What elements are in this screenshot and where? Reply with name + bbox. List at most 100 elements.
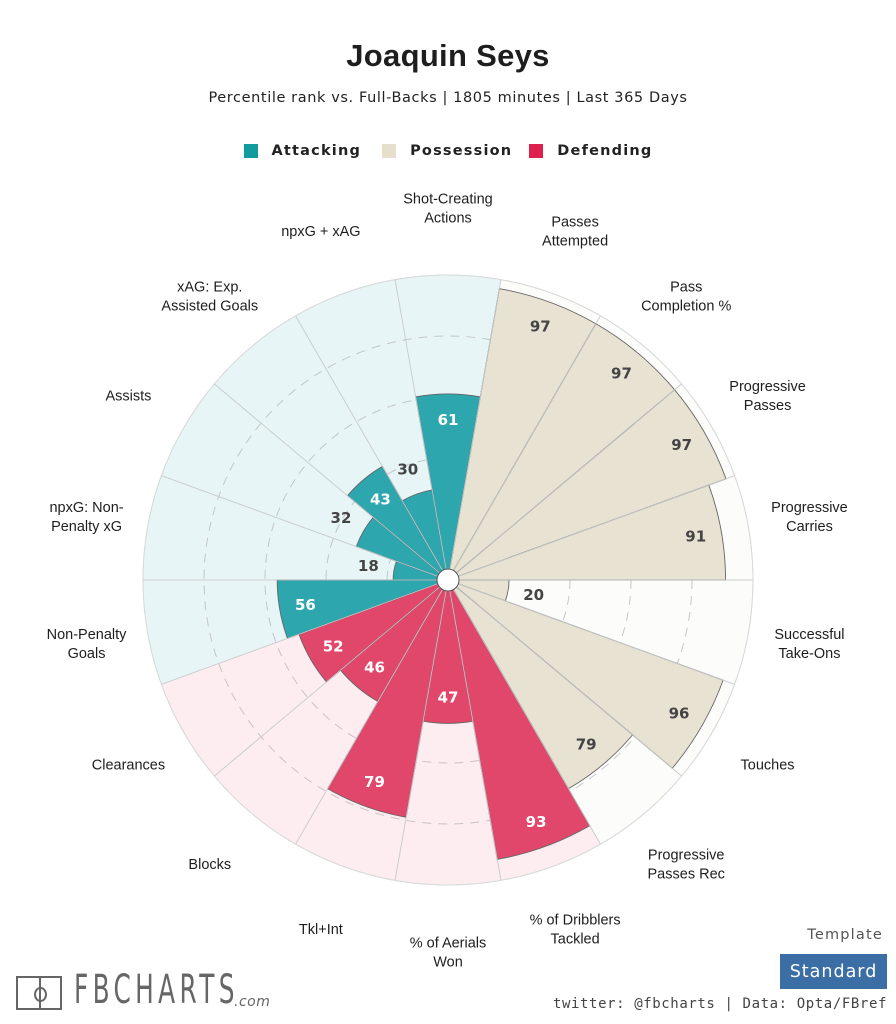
wedge-separator bbox=[447, 383, 682, 581]
stat-label-line: Completion % bbox=[641, 299, 731, 315]
value-label: 46 bbox=[364, 659, 385, 677]
value-label: 97 bbox=[611, 364, 632, 382]
wedge-separators bbox=[142, 274, 754, 886]
wedge-separator bbox=[447, 315, 601, 581]
stat-label: Progressive Passes bbox=[729, 379, 806, 414]
stat-label-line: Non-Penalty bbox=[47, 627, 128, 643]
legend-swatch-possession bbox=[382, 144, 397, 158]
stat-label: Tkl+Int bbox=[299, 922, 343, 938]
stat-label-line: npxG: Non- bbox=[49, 500, 123, 516]
stat-label-line: Successful bbox=[774, 627, 844, 643]
stat-label: npxG: Non- Penalty xG bbox=[49, 500, 123, 535]
value-label: 79 bbox=[576, 736, 597, 754]
wedge-separator bbox=[394, 279, 449, 581]
stat-label: Progressive Passes Rec bbox=[648, 847, 725, 882]
wedge-separator bbox=[447, 475, 735, 581]
value-label: 96 bbox=[669, 704, 690, 722]
stat-label: Passes Attempted bbox=[542, 214, 608, 249]
stat-label-line: % of Dribblers bbox=[530, 913, 621, 929]
stat-label: Touches bbox=[741, 758, 795, 774]
stat-label-line: Tackled bbox=[551, 932, 600, 948]
stat-label-line: Passes bbox=[551, 214, 599, 230]
template-label: Template bbox=[807, 927, 883, 943]
stat-label-line: npxG + xAG bbox=[281, 224, 360, 240]
legend-label-possession: Possession bbox=[410, 143, 513, 159]
stat-label-line: xAG: Exp. bbox=[177, 280, 242, 296]
wedge-separator bbox=[394, 579, 449, 881]
stat-label: Successful Take-Ons bbox=[774, 627, 844, 662]
value-label: 79 bbox=[364, 773, 385, 791]
stat-label-line: Progressive bbox=[771, 500, 848, 516]
legend: Attacking Possession Defending bbox=[0, 143, 896, 159]
stat-label-line: Passes Rec bbox=[648, 866, 725, 882]
stat-label-line: Shot-Creating bbox=[403, 192, 492, 208]
stat-label: Shot-Creating Actions bbox=[403, 192, 492, 227]
value-label: 52 bbox=[323, 637, 344, 655]
wedge-separator bbox=[161, 475, 449, 581]
outer-ring bbox=[142, 274, 754, 886]
value-labels: 61 97 97 97 91 20 96 79 93 47 79 46 52 56 18 32 43 30 bbox=[295, 317, 706, 831]
wedge-separator bbox=[295, 579, 449, 845]
value-label: 30 bbox=[397, 461, 418, 479]
stat-label-line: Take-Ons bbox=[778, 646, 840, 662]
legend-item-attacking: Attacking bbox=[243, 143, 362, 159]
stat-label: Pass Completion % bbox=[641, 280, 731, 315]
stat-label-line: Progressive bbox=[648, 847, 725, 863]
legend-swatch-attacking bbox=[243, 144, 258, 158]
stat-labels: Shot-Creating Actions Passes Attempted Pass C… bbox=[47, 192, 848, 971]
stat-label-line: Clearances bbox=[92, 758, 165, 774]
chart-title: Joaquin Seys bbox=[346, 38, 550, 73]
wedge-separator bbox=[447, 579, 502, 881]
legend-label-defending: Defending bbox=[557, 143, 653, 159]
fbcharts-logo: FBCHARTS .com bbox=[16, 970, 270, 1010]
logo-text: FBCHARTS bbox=[74, 967, 239, 1013]
stat-label-line: Actions bbox=[424, 211, 472, 227]
stat-label: Progressive Carries bbox=[771, 500, 848, 535]
legend-label-attacking: Attacking bbox=[271, 143, 362, 159]
center-hole bbox=[436, 568, 460, 592]
value-label: 97 bbox=[530, 317, 551, 335]
stat-label-line: Goals bbox=[68, 646, 106, 662]
value-label: 97 bbox=[671, 436, 692, 454]
stat-label-line: Assisted Goals bbox=[161, 299, 258, 315]
stat-label: Assists bbox=[105, 389, 151, 405]
template-badge: Standard bbox=[780, 954, 887, 989]
stat-label-line: Attempted bbox=[542, 233, 608, 249]
wedge-separator bbox=[214, 383, 449, 581]
wedge-separator bbox=[214, 579, 449, 777]
stat-label-line: Passes bbox=[744, 398, 792, 414]
chart-subtitle: Percentile rank vs. Full-Backs | 1805 mi… bbox=[208, 90, 688, 106]
stat-label: xAG: Exp. Assisted Goals bbox=[161, 280, 258, 315]
stat-label: Clearances bbox=[92, 758, 165, 774]
stat-label: Blocks bbox=[188, 857, 231, 873]
pitch-icon bbox=[16, 976, 62, 1010]
stat-label: npxG + xAG bbox=[281, 224, 360, 240]
wedge-bars bbox=[276, 288, 727, 860]
stat-label-line: Carries bbox=[786, 519, 833, 535]
wedge-separator bbox=[447, 279, 502, 581]
stat-label-line: Touches bbox=[741, 758, 795, 774]
value-label: 56 bbox=[295, 596, 316, 614]
legend-swatch-defending bbox=[529, 144, 544, 158]
wedge-separator bbox=[447, 579, 735, 685]
wedge-separator bbox=[161, 579, 449, 685]
value-label: 47 bbox=[438, 688, 459, 706]
value-label: 43 bbox=[370, 490, 391, 508]
credits: twitter: @fbcharts | Data: Opta/FBref bbox=[552, 996, 887, 1012]
value-label: 91 bbox=[685, 527, 706, 545]
legend-item-possession: Possession bbox=[382, 143, 512, 159]
stat-label-line: Penalty xG bbox=[51, 519, 122, 535]
legend-item-defending: Defending bbox=[529, 143, 652, 159]
stat-label-line: Assists bbox=[105, 389, 151, 405]
wedge-separator bbox=[295, 315, 449, 581]
value-label: 32 bbox=[331, 509, 352, 527]
logo-suffix: .com bbox=[234, 994, 271, 1010]
value-label: 61 bbox=[438, 411, 459, 429]
stat-label-line: Tkl+Int bbox=[299, 922, 343, 938]
stat-label-line: Blocks bbox=[188, 857, 231, 873]
stat-label: % of Dribblers Tackled bbox=[530, 913, 621, 948]
wedge-separator bbox=[447, 579, 601, 845]
wedge-separator bbox=[447, 579, 682, 777]
stat-label: Non-Penalty Goals bbox=[47, 627, 128, 662]
